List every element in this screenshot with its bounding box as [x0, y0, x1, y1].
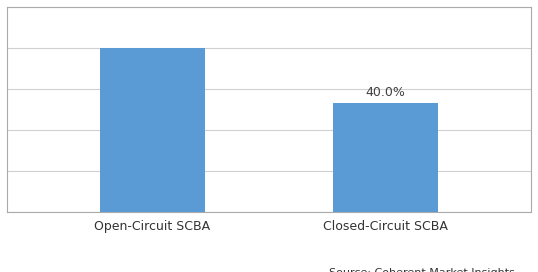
- Bar: [333, 103, 438, 212]
- Bar: [100, 48, 205, 212]
- Text: Source: Coherent Market Insights: Source: Coherent Market Insights: [329, 268, 515, 272]
- Text: 40.0%: 40.0%: [365, 86, 406, 100]
